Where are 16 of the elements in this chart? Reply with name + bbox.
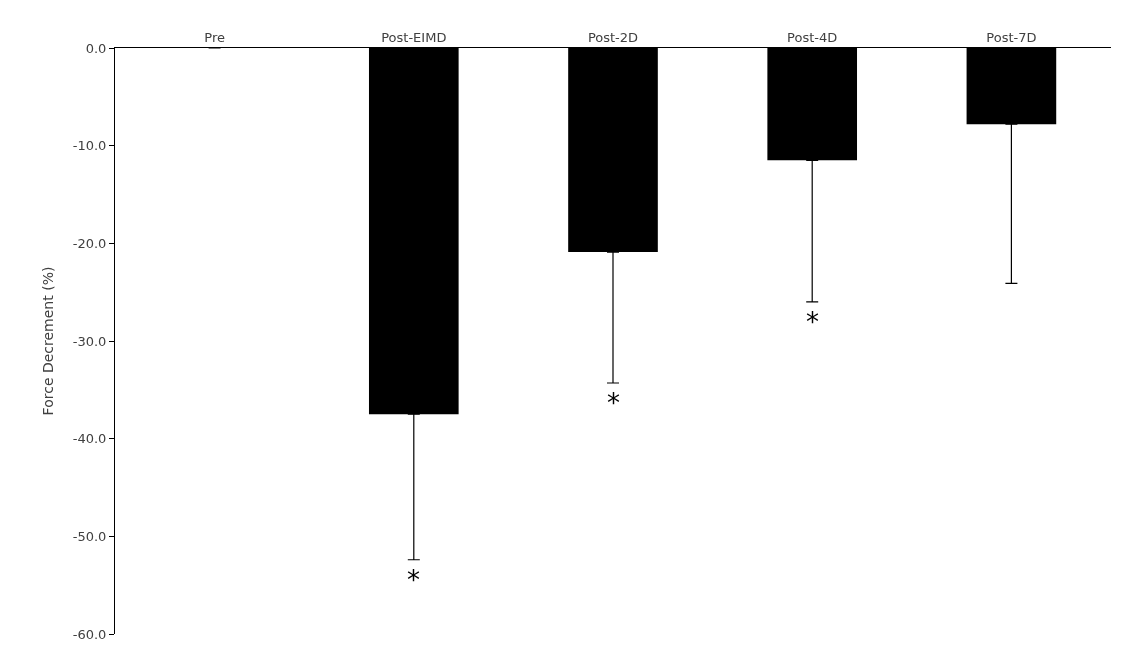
y-tick-label: -50.0 (72, 528, 107, 544)
y-tick-label: -30.0 (72, 333, 107, 349)
x-tick-label: Post-2D (587, 29, 639, 45)
y-tick-label: -40.0 (72, 431, 107, 447)
y-tick-label: -20.0 (72, 235, 107, 251)
annotation: * (806, 307, 819, 337)
x-tick-label: Post-7D (986, 29, 1037, 45)
annotation: * (607, 388, 620, 418)
x-tick-label: Post-4D (787, 29, 838, 45)
y-tick-label: -60.0 (72, 626, 107, 642)
x-tick-label: Post-EIMD (381, 29, 447, 45)
x-tick-label: Pre (204, 29, 225, 45)
y-tick-label: -10.0 (72, 138, 107, 154)
annotation: * (407, 565, 420, 595)
y-tick-label: 0.0 (85, 40, 107, 56)
y-axis-title: Force Decrement (%) (40, 266, 57, 416)
